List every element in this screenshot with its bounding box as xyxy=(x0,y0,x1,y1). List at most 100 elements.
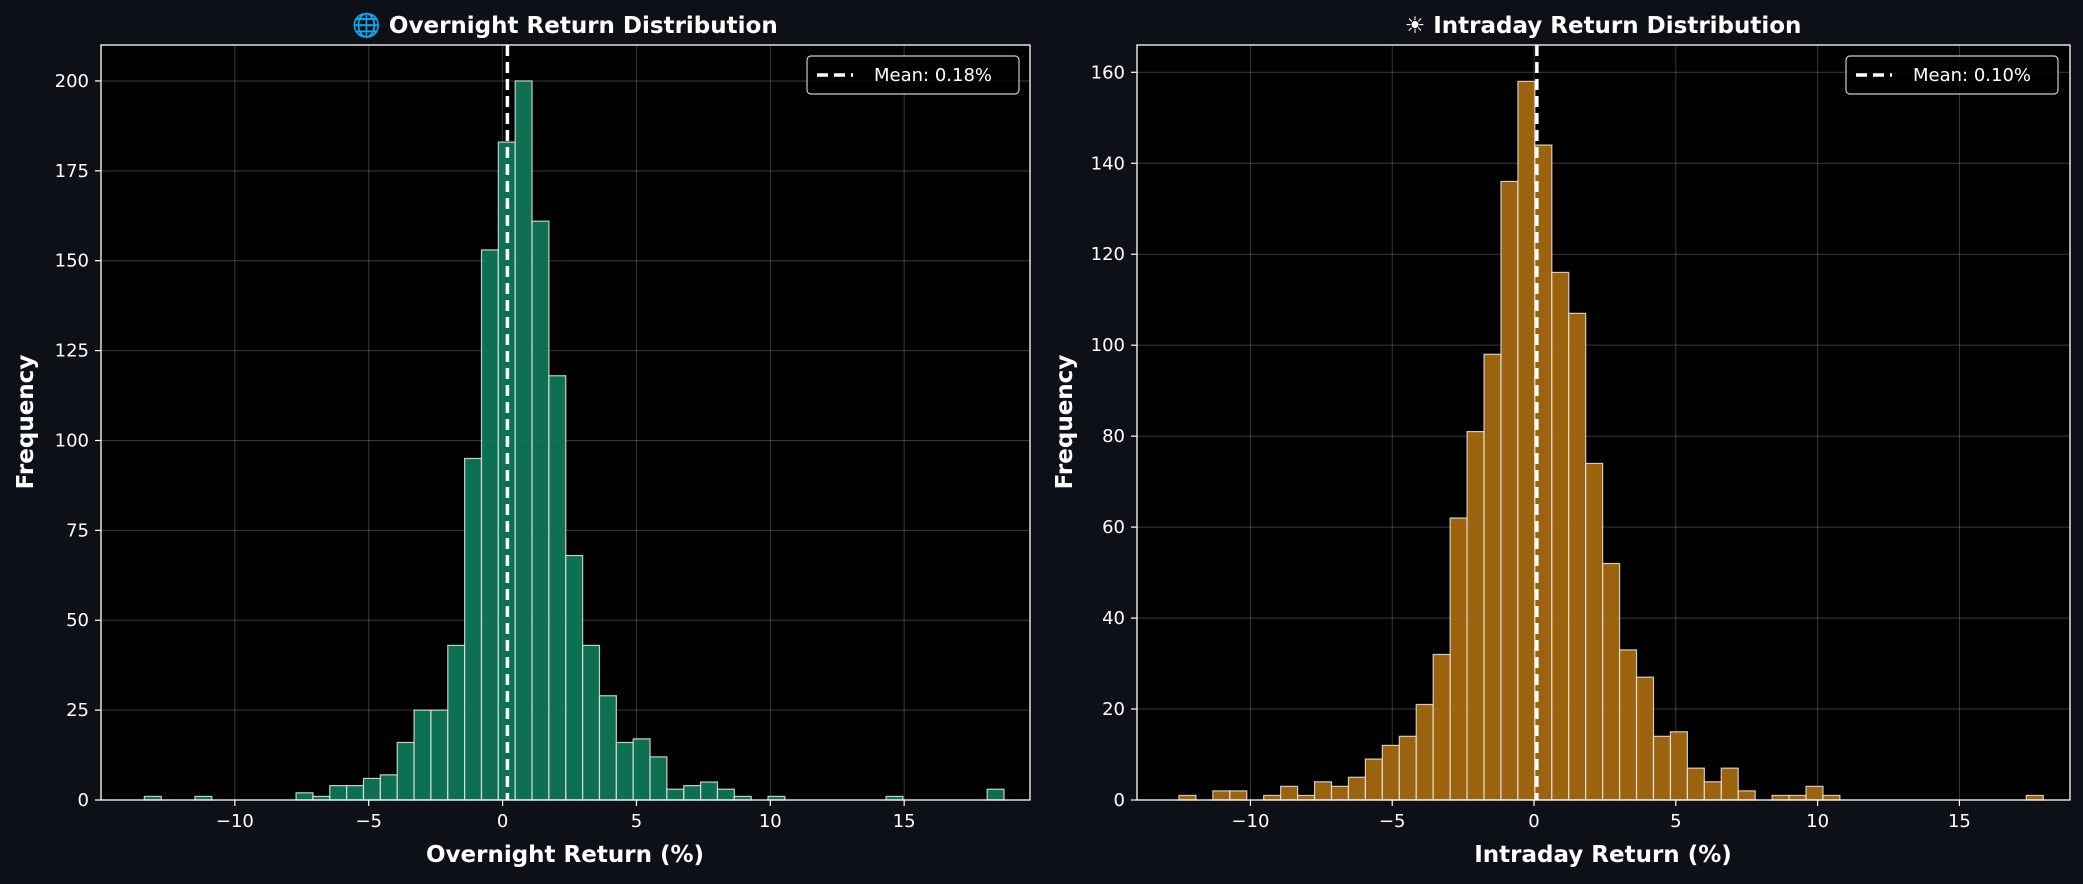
intraday-histogram-bar xyxy=(1602,562,1621,801)
overnight-y-tick-label: 150 xyxy=(55,251,89,272)
intraday-histogram-bar xyxy=(1669,731,1688,801)
intraday-x-ticks: −10 −5 0 5 10 15 xyxy=(1231,800,1971,832)
intraday-y-axis-label: Frequency xyxy=(1052,355,1078,490)
intraday-histogram-bar xyxy=(1415,703,1434,801)
overnight-legend: Mean: 0.18% xyxy=(806,55,1020,95)
intraday-y-tick-label: 140 xyxy=(1091,153,1125,174)
overnight-histogram-bar xyxy=(666,788,685,801)
overnight-histogram-bar xyxy=(683,785,702,801)
intraday-histogram-bar xyxy=(1280,785,1299,801)
overnight-x-tick-label: 5 xyxy=(631,811,642,832)
overnight-histogram-bar xyxy=(548,375,567,801)
overnight-histogram-bar xyxy=(582,644,601,801)
intraday-histogram-bar xyxy=(1686,767,1705,801)
overnight-histogram-bar xyxy=(379,774,398,801)
intraday-histogram-bar xyxy=(1330,785,1350,801)
intraday-y-tick-label: 40 xyxy=(1102,608,1125,629)
intraday-histogram-bar xyxy=(1635,676,1655,801)
intraday-histogram-bar xyxy=(1585,462,1604,801)
intraday-x-tick-label: 15 xyxy=(1948,811,1971,832)
intraday-x-axis-label: Intraday Return (%) xyxy=(1474,842,1732,868)
overnight-histogram-bar xyxy=(565,554,584,801)
overnight-histogram-bar xyxy=(295,792,314,801)
overnight-histogram-bar xyxy=(480,249,499,801)
overnight-histogram-bar xyxy=(413,709,432,801)
intraday-histogram-bar xyxy=(1788,794,1807,801)
overnight-y-tick-label: 175 xyxy=(55,161,89,182)
overnight-histogram-bar xyxy=(346,785,365,801)
intraday-histogram-bar xyxy=(1449,517,1468,801)
overnight-x-tick-label: 0 xyxy=(497,811,508,832)
overnight-x-tick-label: 15 xyxy=(893,811,916,832)
overnight-histogram-bar xyxy=(615,741,634,801)
overnight-histogram-bar xyxy=(632,738,651,801)
overnight-y-tick-label: 50 xyxy=(66,610,89,631)
intraday-histogram-bar xyxy=(1398,735,1417,801)
intraday-legend-label: Mean: 0.10% xyxy=(1913,65,2031,86)
overnight-axes-frame xyxy=(100,44,1031,801)
overnight-histogram-bar xyxy=(396,741,415,801)
intraday-histogram-bar xyxy=(1347,776,1366,801)
overnight-histogram-bar xyxy=(700,781,719,801)
intraday-gridlines xyxy=(1137,45,2070,801)
intraday-legend-box xyxy=(1845,55,2059,95)
intraday-x-tick-label: −10 xyxy=(1231,811,1269,832)
overnight-histogram-bar xyxy=(514,80,533,801)
intraday-axes-frame xyxy=(1136,44,2071,801)
overnight-histogram-bar xyxy=(447,644,466,801)
intraday-histogram-bar xyxy=(1551,271,1570,801)
intraday-chart-title: ☀ Intraday Return Distribution xyxy=(1405,13,1802,39)
intraday-x-tick-label: 0 xyxy=(1528,811,1539,832)
intraday-histogram-panel: −10 −5 0 5 10 15 0 20 40 60 80 100 120 140 160 ☀ Intr… xyxy=(1052,13,2071,868)
intraday-histogram-bar xyxy=(1466,430,1485,801)
overnight-legend-box xyxy=(806,55,1020,95)
intraday-histogram-bar xyxy=(1703,781,1722,801)
intraday-x-tick-label: 10 xyxy=(1806,811,1829,832)
overnight-y-tick-label: 100 xyxy=(55,430,89,451)
intraday-histogram-bar xyxy=(1720,767,1739,801)
intraday-y-tick-label: 160 xyxy=(1091,62,1125,83)
overnight-histogram-bar xyxy=(430,709,449,801)
intraday-histogram-bar xyxy=(1381,744,1400,801)
intraday-histogram-bar xyxy=(1212,790,1231,801)
overnight-histogram-bar xyxy=(464,457,483,801)
overnight-x-axis-label: Overnight Return (%) xyxy=(426,842,704,868)
intraday-histogram-bar xyxy=(1483,353,1502,801)
intraday-y-tick-label: 80 xyxy=(1102,426,1125,447)
overnight-chart-title: 🌐 Overnight Return Distribution xyxy=(352,12,777,39)
overnight-y-axis-label: Frequency xyxy=(13,355,39,490)
intraday-histogram-bar xyxy=(1737,790,1756,801)
overnight-legend-label: Mean: 0.18% xyxy=(874,65,992,86)
intraday-y-tick-label: 0 xyxy=(1114,790,1125,811)
overnight-x-tick-label: −10 xyxy=(216,811,254,832)
intraday-y-tick-label: 20 xyxy=(1102,699,1125,720)
intraday-histogram-bar xyxy=(1805,785,1824,801)
overnight-histogram-bar xyxy=(598,695,617,801)
intraday-histogram-bar xyxy=(1432,653,1451,801)
overnight-histogram-bar xyxy=(986,788,1005,801)
overnight-histogram-bar xyxy=(531,220,550,801)
intraday-x-tick-label: −5 xyxy=(1379,811,1406,832)
intraday-y-ticks: 0 20 40 60 80 100 120 140 160 xyxy=(1091,62,1137,811)
overnight-y-tick-label: 25 xyxy=(66,700,89,721)
overnight-y-tick-label: 0 xyxy=(78,790,89,811)
overnight-histogram-panel: −10 −5 0 5 10 15 0 25 50 75 100 125 150 175 200 🌐 Ove… xyxy=(13,12,1031,868)
intraday-histogram-bar xyxy=(1229,790,1248,801)
overnight-y-tick-label: 75 xyxy=(66,520,89,541)
intraday-histogram-bar xyxy=(1652,735,1672,801)
overnight-y-tick-label: 200 xyxy=(55,71,89,92)
overnight-histogram-bar xyxy=(716,788,735,801)
overnight-bars xyxy=(143,80,1005,801)
intraday-histogram-bar xyxy=(1297,794,1316,801)
intraday-y-tick-label: 60 xyxy=(1102,517,1125,538)
overnight-x-tick-label: 10 xyxy=(759,811,782,832)
overnight-histogram-bar xyxy=(362,777,381,801)
intraday-histogram-bar xyxy=(1500,180,1519,801)
overnight-y-ticks: 0 25 50 75 100 125 150 175 200 xyxy=(55,71,101,811)
overnight-histogram-bar xyxy=(329,785,348,801)
intraday-histogram-bar xyxy=(2025,794,2044,801)
intraday-y-tick-label: 100 xyxy=(1091,335,1125,356)
overnight-histogram-bar xyxy=(649,756,668,801)
intraday-histogram-bar xyxy=(1263,794,1282,801)
